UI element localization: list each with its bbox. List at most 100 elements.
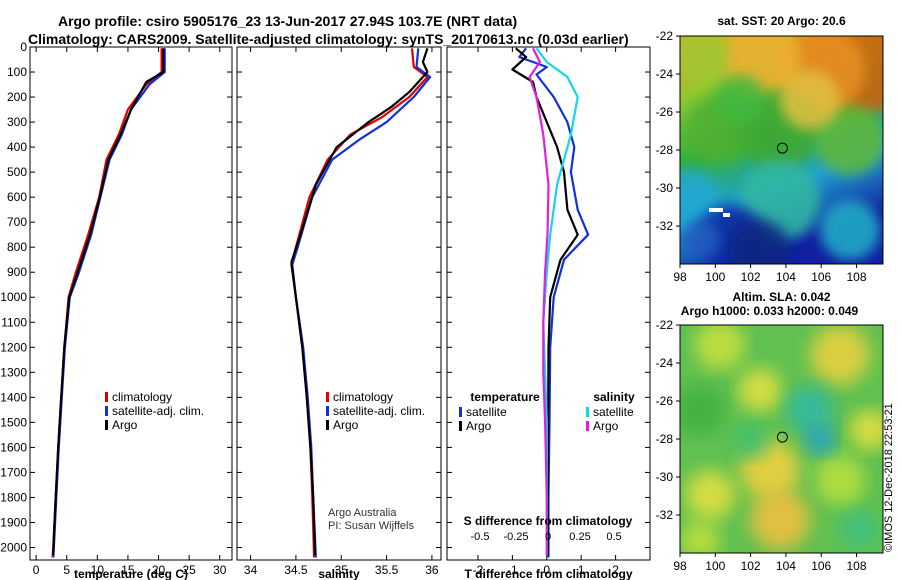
- salinity-tick-label: 0: [545, 531, 551, 543]
- legend-swatch: [105, 406, 108, 416]
- x-tick-label: 1: [578, 563, 585, 577]
- salinity-tick-label: -0.25: [503, 531, 528, 543]
- depth-tick-label: 1500: [0, 415, 27, 429]
- x-tick-label: 30: [213, 563, 227, 577]
- map-sst: sat. SST: 20 Argo: 20.6 -22 -24 -26 -28 -30 -3…: [656, 14, 884, 284]
- depth-tick-label: 100: [7, 65, 27, 79]
- salinity-axis-label: S difference from climatology: [464, 514, 633, 528]
- legend-title-temperature: temperature: [470, 390, 540, 404]
- map-x-tick-label: 102: [741, 270, 761, 284]
- sst-nodata-patch: [723, 213, 730, 217]
- panel-salinity: 34 34.5 35 35.5 36 salinity climatologysatelli…: [236, 46, 442, 580]
- map-y-tick-label: -32: [656, 219, 674, 233]
- x-tick-label: 0: [33, 563, 40, 577]
- x-axis-label: temperature (deg C): [74, 567, 188, 580]
- map-x-tick-label: 100: [705, 559, 725, 573]
- panel-temperature: 0100200300400500600700800900100011001200…: [0, 40, 233, 580]
- legend-label: Argo: [593, 419, 619, 433]
- sst-nodata-patch: [709, 208, 723, 212]
- sst-blob: [680, 36, 730, 85]
- legend-swatch: [326, 406, 329, 416]
- x-tick-label: 2: [612, 563, 619, 577]
- depth-tick-label: 700: [7, 215, 27, 229]
- sla-blob: [840, 510, 880, 550]
- map-x-tick-label: 100: [705, 270, 725, 284]
- legend-swatch: [459, 407, 462, 417]
- sla-blob: [732, 422, 768, 458]
- sla-blob: [810, 325, 870, 385]
- map-x-tick-label: 98: [673, 270, 687, 284]
- depth-tick-label: 1200: [0, 340, 27, 354]
- sla-blob: [850, 410, 883, 450]
- legend-swatch: [586, 421, 589, 431]
- series-line-s-argo: [528, 47, 550, 555]
- sla-blob: [750, 490, 810, 550]
- sst-map-title: sat. SST: 20 Argo: 20.6: [717, 14, 846, 28]
- map-y-tick-label: -22: [656, 29, 674, 43]
- panel-frame-temperature: [29, 46, 233, 561]
- series-line-argo: [52, 48, 165, 556]
- map-y-tick-label: -22: [656, 318, 674, 332]
- legend-label: satellite-adj. clim.: [333, 404, 425, 418]
- series-line-argo: [290, 47, 429, 556]
- imos-timestamp: ©IMOS 12-Dec-2018 22:53:21: [883, 403, 895, 552]
- depth-tick-label: 600: [7, 190, 27, 204]
- depth-tick-label: 900: [7, 265, 27, 279]
- x-tick-label: 35.5: [375, 563, 399, 577]
- depth-tick-label: 400: [7, 140, 27, 154]
- sla-blob: [680, 520, 720, 553]
- map-y-tick-label: -28: [656, 432, 674, 446]
- depth-tick-label: 1600: [0, 440, 27, 454]
- legend-swatch: [586, 407, 589, 417]
- sla-blob: [738, 368, 782, 412]
- sst-blob: [730, 220, 790, 264]
- map-y-tick-label: -30: [656, 181, 674, 195]
- panel-difference: -2 -1 0 1 2T difference from climatology temp…: [446, 46, 651, 580]
- x-tick-label: 36: [425, 563, 439, 577]
- legend-swatch: [105, 420, 108, 430]
- depth-tick-label: 0: [20, 40, 27, 54]
- x-tick-label: 25: [182, 563, 196, 577]
- legend-label: climatology: [112, 390, 172, 404]
- legend-label: satellite-adj. clim.: [112, 404, 204, 418]
- map-y-tick-label: -24: [656, 356, 674, 370]
- map-x-tick-label: 108: [847, 559, 867, 573]
- depth-tick-label: 1100: [1, 315, 27, 329]
- depth-tick-label: 200: [7, 90, 27, 104]
- x-tick-label: -2: [473, 563, 484, 577]
- x-axis-label: T difference from climatology: [464, 567, 632, 580]
- argo-location-marker: [776, 431, 788, 443]
- salinity-tick-label: 0.5: [606, 531, 621, 543]
- map-x-tick-label: 102: [741, 559, 761, 573]
- legend-label: Argo: [333, 418, 359, 432]
- salinity-tick-label: -0.5: [471, 531, 490, 543]
- sla-map-title: Altim. SLA: 0.042: [732, 290, 830, 304]
- map-x-tick-label: 98: [673, 559, 687, 573]
- sst-field: [680, 36, 883, 264]
- x-tick-label: 15: [121, 563, 135, 577]
- legend-swatch: [459, 421, 462, 431]
- map-x-tick-label: 106: [811, 559, 831, 573]
- depth-tick-label: 1900: [0, 515, 27, 529]
- map-x-tick-label: 104: [776, 270, 796, 284]
- sla-blob: [685, 470, 735, 520]
- x-tick-label: 34.5: [284, 563, 308, 577]
- sst-blob: [780, 70, 840, 130]
- sla-blob: [815, 455, 865, 505]
- attribution-text: Argo Australia: [328, 507, 397, 519]
- x-tick-label: 35: [335, 563, 349, 577]
- panel-frame-salinity: [236, 46, 442, 561]
- sst-blob: [680, 220, 720, 260]
- series-line-t-argo: [511, 47, 579, 555]
- chart-title-line2: Climatology: CARS2009. Satellite-adjuste…: [28, 31, 629, 47]
- depth-tick-label: 300: [7, 115, 27, 129]
- x-tick-label: 10: [91, 563, 105, 577]
- map-y-tick-label: -28: [656, 143, 674, 157]
- legend-swatch: [326, 420, 329, 430]
- depth-tick-label: 800: [7, 240, 27, 254]
- x-tick-label: 0: [543, 563, 550, 577]
- legend-label: climatology: [333, 390, 393, 404]
- depth-tick-label: 1000: [0, 290, 27, 304]
